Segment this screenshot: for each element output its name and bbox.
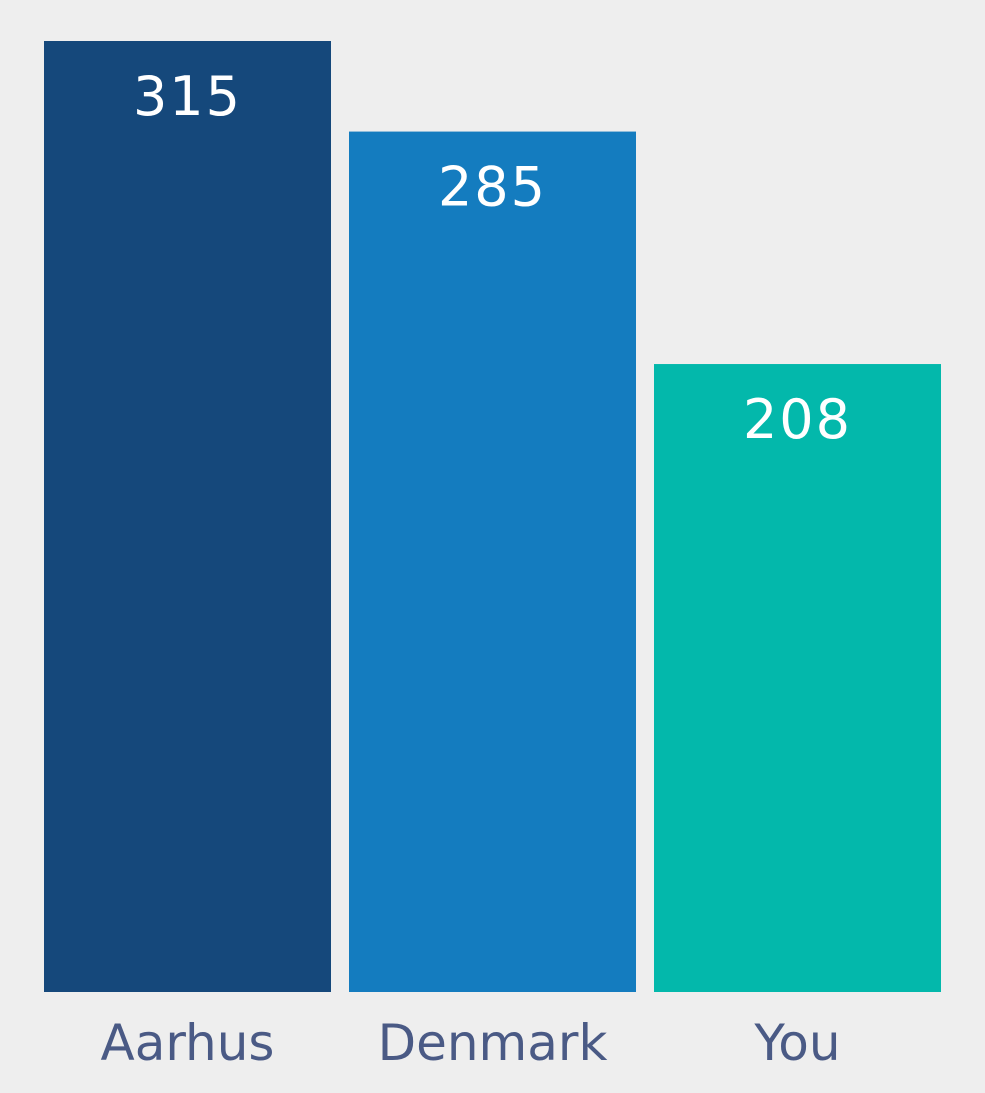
value-label-you: 208 bbox=[743, 388, 852, 451]
bar-you bbox=[654, 364, 941, 992]
category-labels-group: Aarhus Denmark You bbox=[101, 1014, 841, 1072]
bars-group bbox=[44, 41, 941, 993]
category-label-you: You bbox=[753, 1014, 840, 1072]
value-labels-group: 315 285 208 bbox=[133, 65, 852, 451]
value-label-denmark: 285 bbox=[438, 156, 547, 219]
bar-denmark bbox=[349, 131, 636, 993]
bar-aarhus bbox=[44, 41, 331, 992]
category-label-denmark: Denmark bbox=[378, 1014, 608, 1072]
value-label-aarhus: 315 bbox=[133, 65, 242, 128]
category-label-aarhus: Aarhus bbox=[101, 1014, 275, 1072]
